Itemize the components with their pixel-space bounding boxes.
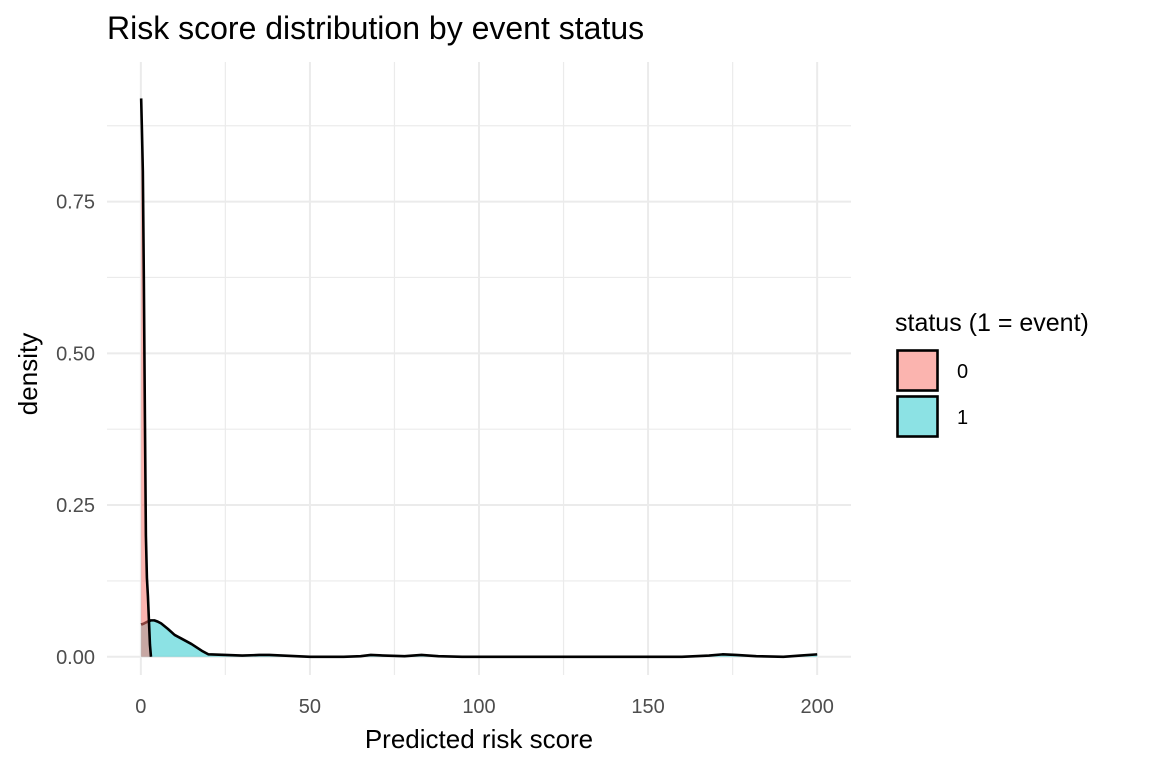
x-tick-label: 150	[631, 696, 664, 718]
legend-label-status-1: 1	[957, 407, 968, 429]
y-tick-label: 0.25	[56, 495, 95, 517]
x-tick-labels: 0 50 100 150 200	[135, 696, 834, 718]
y-tick-label: 0.75	[56, 192, 95, 214]
density-series	[139, 98, 818, 659]
chart-title: Risk score distribution by event status	[107, 10, 644, 46]
density-area-status-0	[141, 98, 151, 657]
legend: status (1 = event) 0 1	[895, 309, 1089, 438]
legend-key-bg	[896, 395, 939, 438]
y-tick-labels: 0.00 0.25 0.50 0.75	[56, 192, 95, 669]
y-tick-label: 0.00	[56, 647, 95, 669]
x-axis-title: Predicted risk score	[365, 724, 593, 754]
legend-key-status-1	[896, 395, 939, 438]
x-tick-label: 200	[800, 696, 833, 718]
y-tick-label: 0.50	[56, 343, 95, 365]
x-tick-label: 0	[135, 696, 146, 718]
density-line-status-0	[139, 98, 153, 657]
legend-label-status-0: 0	[957, 361, 968, 383]
legend-key-status-0	[896, 349, 939, 392]
x-tick-label: 50	[299, 696, 321, 718]
x-tick-label: 100	[462, 696, 495, 718]
legend-title: status (1 = event)	[895, 309, 1089, 337]
density-line-status-1	[140, 619, 818, 659]
grid	[107, 62, 851, 675]
y-axis-title: density	[13, 333, 43, 415]
